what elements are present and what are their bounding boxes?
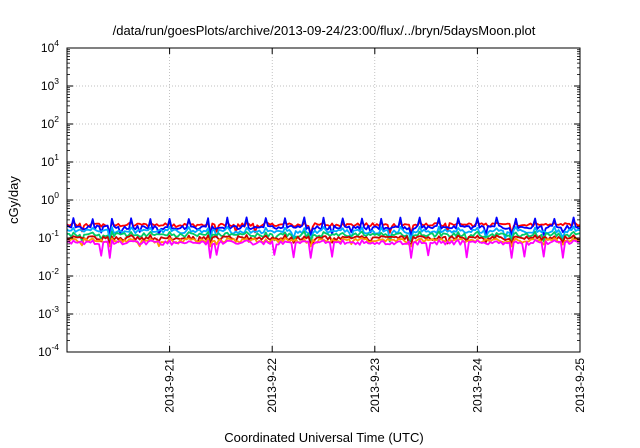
y-tick-label: 10-3 [38,304,59,321]
x-axis: 2013-9-21 2013-9-22 2013-9-23 2013-9-24 2013… [163,48,587,413]
x-axis-label: Coordinated Universal Time (UTC) [224,430,423,445]
x-tick-label: 2013-9-22 [265,358,279,413]
plot-frame [66,47,581,353]
y-tick-label: 101 [41,152,59,169]
y-tick-label: 104 [41,38,59,55]
y-tick-label: 100 [41,190,59,207]
y-tick-label: 103 [41,76,59,93]
x-tick-label: 2013-9-25 [573,358,587,413]
series-line-3 [67,230,581,243]
y-axis-label: cGy/day [6,176,21,224]
series-line-6 [66,239,581,259]
x-tick-label: 2013-9-21 [163,358,177,413]
y-tick-label: 10-1 [38,228,59,245]
series-line-2 [66,225,581,241]
series-line-1 [66,216,581,236]
y-tick-label: 10-4 [38,342,59,359]
grid [67,48,580,352]
series-lines [66,216,581,259]
y-axis: 10-4 10-3 10-2 10-1 100 101 102 103 104 [38,38,580,359]
chart-title: /data/run/goesPlots/archive/2013-09-24/2… [113,23,536,38]
x-tick-label: 2013-9-24 [470,358,484,413]
y-tick-label: 102 [41,114,59,131]
y-tick-label: 10-2 [38,266,59,283]
x-tick-label: 2013-9-23 [368,358,382,413]
